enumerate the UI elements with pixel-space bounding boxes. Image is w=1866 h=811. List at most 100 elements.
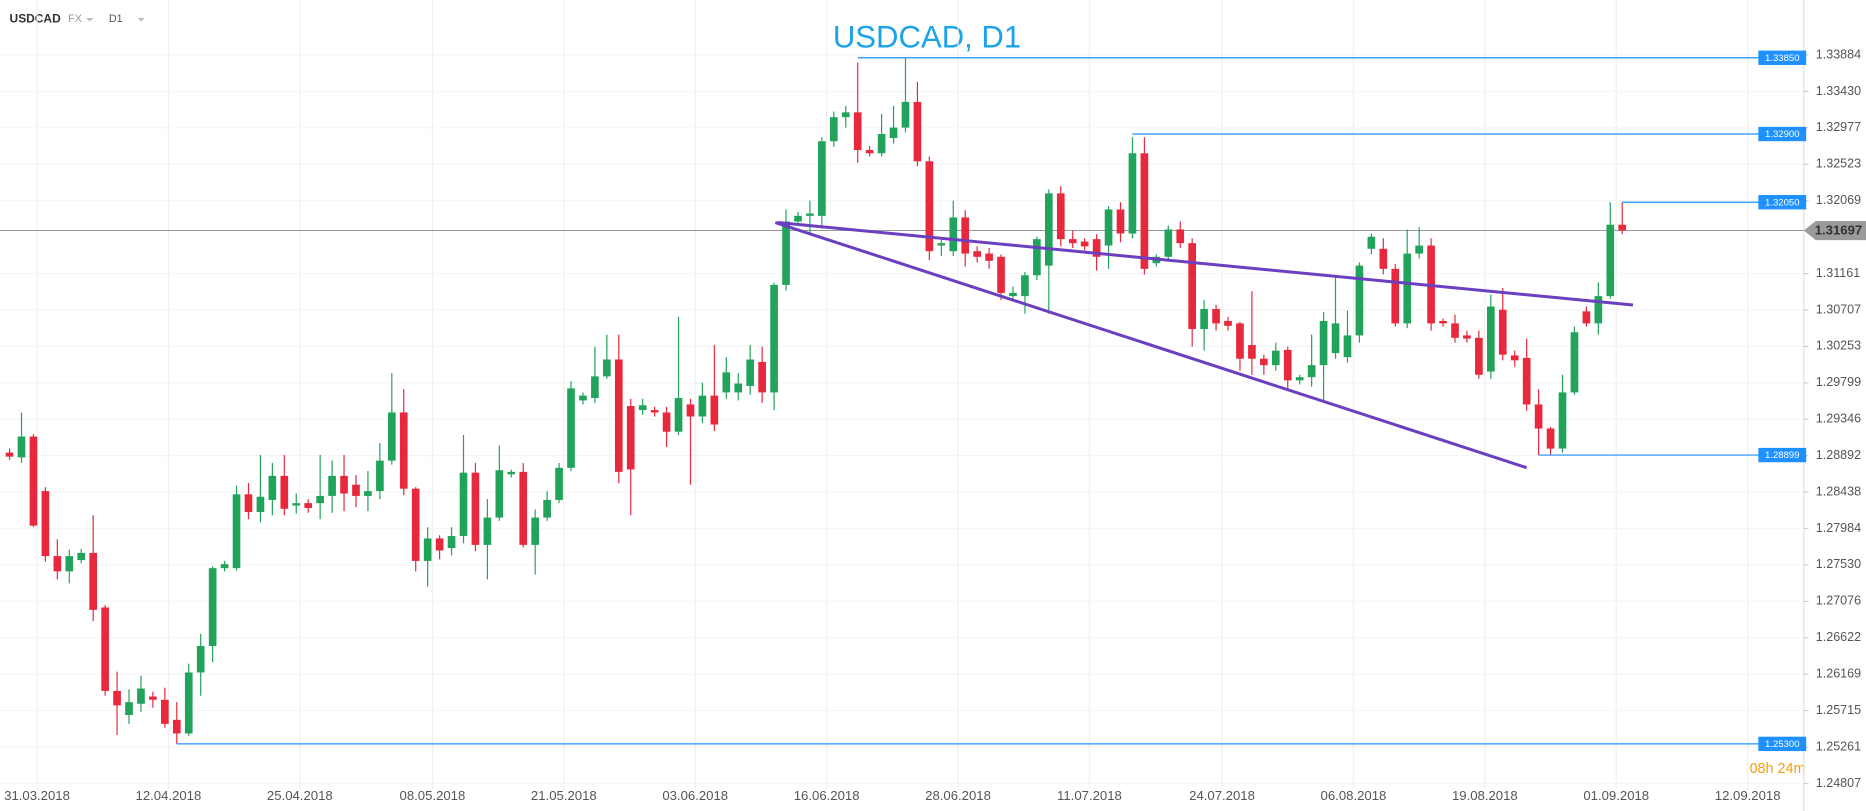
candle-body — [901, 101, 910, 128]
x-tick-label: 11.07.2018 — [1057, 788, 1122, 803]
y-tick-label: 1.25261 — [1816, 739, 1861, 753]
x-tick-label: 01.09.2018 — [1583, 788, 1649, 803]
candle-body — [865, 150, 874, 154]
candle-body — [65, 556, 74, 572]
candle-body — [184, 672, 193, 734]
y-tick-label: 1.27530 — [1816, 557, 1861, 571]
candle-body — [603, 359, 611, 377]
y-tick-label: 1.27984 — [1816, 521, 1861, 535]
candle-body — [818, 141, 826, 216]
y-tick-label: 1.32069 — [1816, 193, 1861, 207]
dropdown-caret[interactable] — [86, 17, 94, 22]
candle-body — [256, 496, 265, 512]
candle-body — [196, 645, 205, 673]
candle-body — [1236, 323, 1244, 359]
x-tick-label: 16.06.2018 — [794, 788, 860, 803]
dropdown-caret[interactable] — [137, 17, 145, 22]
candle-body — [280, 475, 289, 509]
candle-body — [244, 494, 253, 512]
candle-body — [973, 251, 981, 257]
candle-body — [1486, 306, 1495, 372]
candle-body — [268, 475, 277, 500]
candle-body — [1283, 349, 1292, 381]
candle-body — [794, 215, 802, 222]
candle-body — [925, 161, 934, 252]
candle-body — [1558, 392, 1567, 449]
candle-body — [399, 412, 408, 489]
level-label: 1.28899 — [1765, 450, 1800, 461]
candle-body — [1307, 365, 1316, 378]
candle-body — [364, 491, 372, 496]
candle-body — [316, 495, 324, 504]
candle-body — [1606, 224, 1615, 297]
y-tick-label: 1.24807 — [1816, 776, 1861, 790]
candle-body — [531, 517, 539, 545]
candle-body — [997, 256, 1005, 293]
candle-body — [1021, 275, 1029, 297]
chart-title: USDCAD, D1 — [833, 20, 1021, 55]
candle-body — [77, 552, 86, 561]
y-tick-label: 1.32977 — [1816, 120, 1861, 134]
candle-body — [1522, 357, 1531, 405]
candle-body — [1080, 241, 1089, 247]
candle-body — [1475, 337, 1483, 375]
candle-body — [1403, 253, 1412, 324]
candle-body — [710, 395, 719, 425]
candle-body — [137, 688, 145, 704]
level-label: 1.32050 — [1765, 197, 1800, 208]
candle-body — [17, 436, 26, 458]
candle-body — [519, 471, 528, 545]
candle-body — [1140, 153, 1149, 269]
y-tick-label: 1.32523 — [1816, 157, 1861, 171]
candle-body — [1056, 193, 1065, 240]
candle-body — [411, 488, 420, 561]
trendline — [777, 221, 1634, 307]
candle-body — [220, 564, 229, 569]
candle-body — [1128, 153, 1137, 234]
candle-body — [1212, 308, 1220, 324]
candle-body — [29, 436, 38, 526]
candle-body — [1618, 224, 1627, 231]
candle-body — [459, 472, 468, 537]
level-label-box — [1758, 50, 1807, 65]
candle-body — [1009, 292, 1017, 297]
candle-body — [913, 101, 922, 162]
candle-body — [1295, 377, 1304, 381]
candle-body — [961, 217, 970, 254]
candle-body — [232, 494, 241, 569]
candle-body — [686, 404, 695, 417]
candle-body — [1188, 243, 1197, 330]
y-tick-label: 1.29346 — [1816, 412, 1861, 426]
y-tick-label: 1.29799 — [1816, 375, 1861, 389]
market[interactable]: FX — [68, 13, 82, 25]
candle-body — [1331, 323, 1340, 354]
candle-body — [471, 472, 480, 545]
candle-body — [614, 359, 623, 472]
candle-body — [1570, 332, 1579, 393]
interval[interactable]: D1 — [109, 13, 123, 25]
candle-body — [172, 719, 181, 734]
candle-body — [89, 552, 98, 610]
candle-body — [507, 471, 516, 475]
candle-body — [1200, 308, 1208, 330]
candle-body — [853, 112, 862, 151]
x-tick-label: 12.09.2018 — [1715, 788, 1781, 803]
y-tick-label: 1.30707 — [1816, 302, 1861, 316]
level-label-box — [1758, 447, 1807, 463]
candle-body — [208, 568, 217, 646]
x-tick-label: 25.04.2018 — [267, 788, 333, 803]
symbol[interactable]: USDCAD — [10, 11, 62, 25]
candle-body — [543, 499, 551, 518]
candle-body — [782, 221, 790, 285]
y-tick-label: 1.33884 — [1816, 47, 1861, 61]
candle-body — [722, 372, 731, 393]
y-tick-label: 1.26622 — [1816, 630, 1861, 644]
candle-body — [1367, 236, 1376, 249]
trendline — [774, 221, 1528, 470]
candle-body — [770, 284, 778, 393]
last-price-label: 1.31697 — [1815, 223, 1863, 238]
level-label: 1.33850 — [1765, 53, 1800, 64]
candle-body — [1045, 193, 1053, 266]
candle-body — [937, 243, 946, 246]
